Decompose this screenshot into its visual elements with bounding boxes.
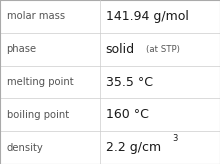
- Text: boiling point: boiling point: [7, 110, 69, 120]
- Text: 35.5 °C: 35.5 °C: [106, 75, 153, 89]
- Text: solid: solid: [106, 43, 135, 56]
- Text: 141.94 g/mol: 141.94 g/mol: [106, 10, 189, 23]
- Text: 3: 3: [173, 134, 178, 143]
- Text: (at STP): (at STP): [146, 45, 180, 54]
- Text: phase: phase: [7, 44, 37, 54]
- Text: 2.2 g/cm: 2.2 g/cm: [106, 141, 161, 154]
- Text: 160 °C: 160 °C: [106, 108, 148, 121]
- Text: melting point: melting point: [7, 77, 73, 87]
- Text: density: density: [7, 143, 43, 153]
- Text: molar mass: molar mass: [7, 11, 65, 21]
